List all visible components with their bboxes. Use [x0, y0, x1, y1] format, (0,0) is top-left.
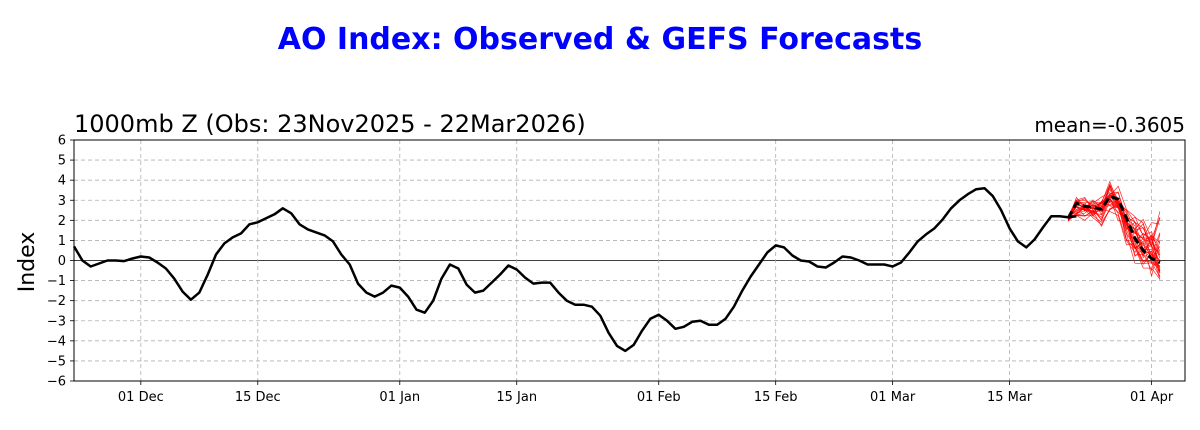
- series-layer: [72, 186, 1161, 353]
- x-tick-label: 01 Mar: [870, 390, 916, 405]
- y-axis-label: Index: [15, 232, 40, 293]
- plot-frame: [73, 139, 1186, 382]
- chart-title-left: 1000mb Z (Obs: 23Nov2025 - 22Mar2026): [74, 110, 586, 138]
- axis-layer: −6 −5 −4 −3 −2 −1 0 1 2 3 4 5 6 01 Dec 15 Dec 01 Jan 15 …: [47, 134, 1186, 405]
- x-tick-label: 01 Jan: [379, 390, 420, 405]
- y-tick-label: 2: [58, 214, 66, 229]
- y-tick-label: 0: [58, 254, 66, 269]
- ensemble-member-line: [1067, 184, 1161, 247]
- y-tick-label: −2: [47, 294, 66, 309]
- observed-ao-line: [72, 186, 1077, 353]
- y-tick-label: 1: [58, 234, 66, 249]
- x-tick-label: 01 Dec: [118, 390, 164, 405]
- grid-layer: [74, 139, 1185, 382]
- y-tick-label: −6: [47, 375, 66, 390]
- ensemble-member-line: [1067, 185, 1161, 257]
- y-tick-label: −5: [47, 354, 66, 369]
- y-tick-label: 4: [58, 174, 66, 189]
- x-tick-label: 01 Apr: [1130, 390, 1174, 405]
- x-tick-label: 15 Dec: [235, 390, 281, 405]
- x-tick-label: 15 Jan: [496, 390, 537, 405]
- x-tick-label: 01 Feb: [637, 390, 681, 405]
- x-tick-label: 15 Mar: [987, 390, 1033, 405]
- y-tick-label: −3: [47, 314, 66, 329]
- y-tick-label: 6: [58, 134, 66, 149]
- y-tick-label: −4: [47, 334, 66, 349]
- chart-title-mean: mean=-0.3605: [1034, 113, 1185, 137]
- x-tick-label: 15 Feb: [754, 390, 798, 405]
- ensemble-mean-line: [1066, 194, 1161, 264]
- y-tick-label: 3: [58, 194, 66, 209]
- y-tick-label: 5: [58, 154, 66, 169]
- y-tick-label: −1: [47, 274, 66, 289]
- chart-suptitle: AO Index: Observed & GEFS Forecasts: [277, 22, 923, 57]
